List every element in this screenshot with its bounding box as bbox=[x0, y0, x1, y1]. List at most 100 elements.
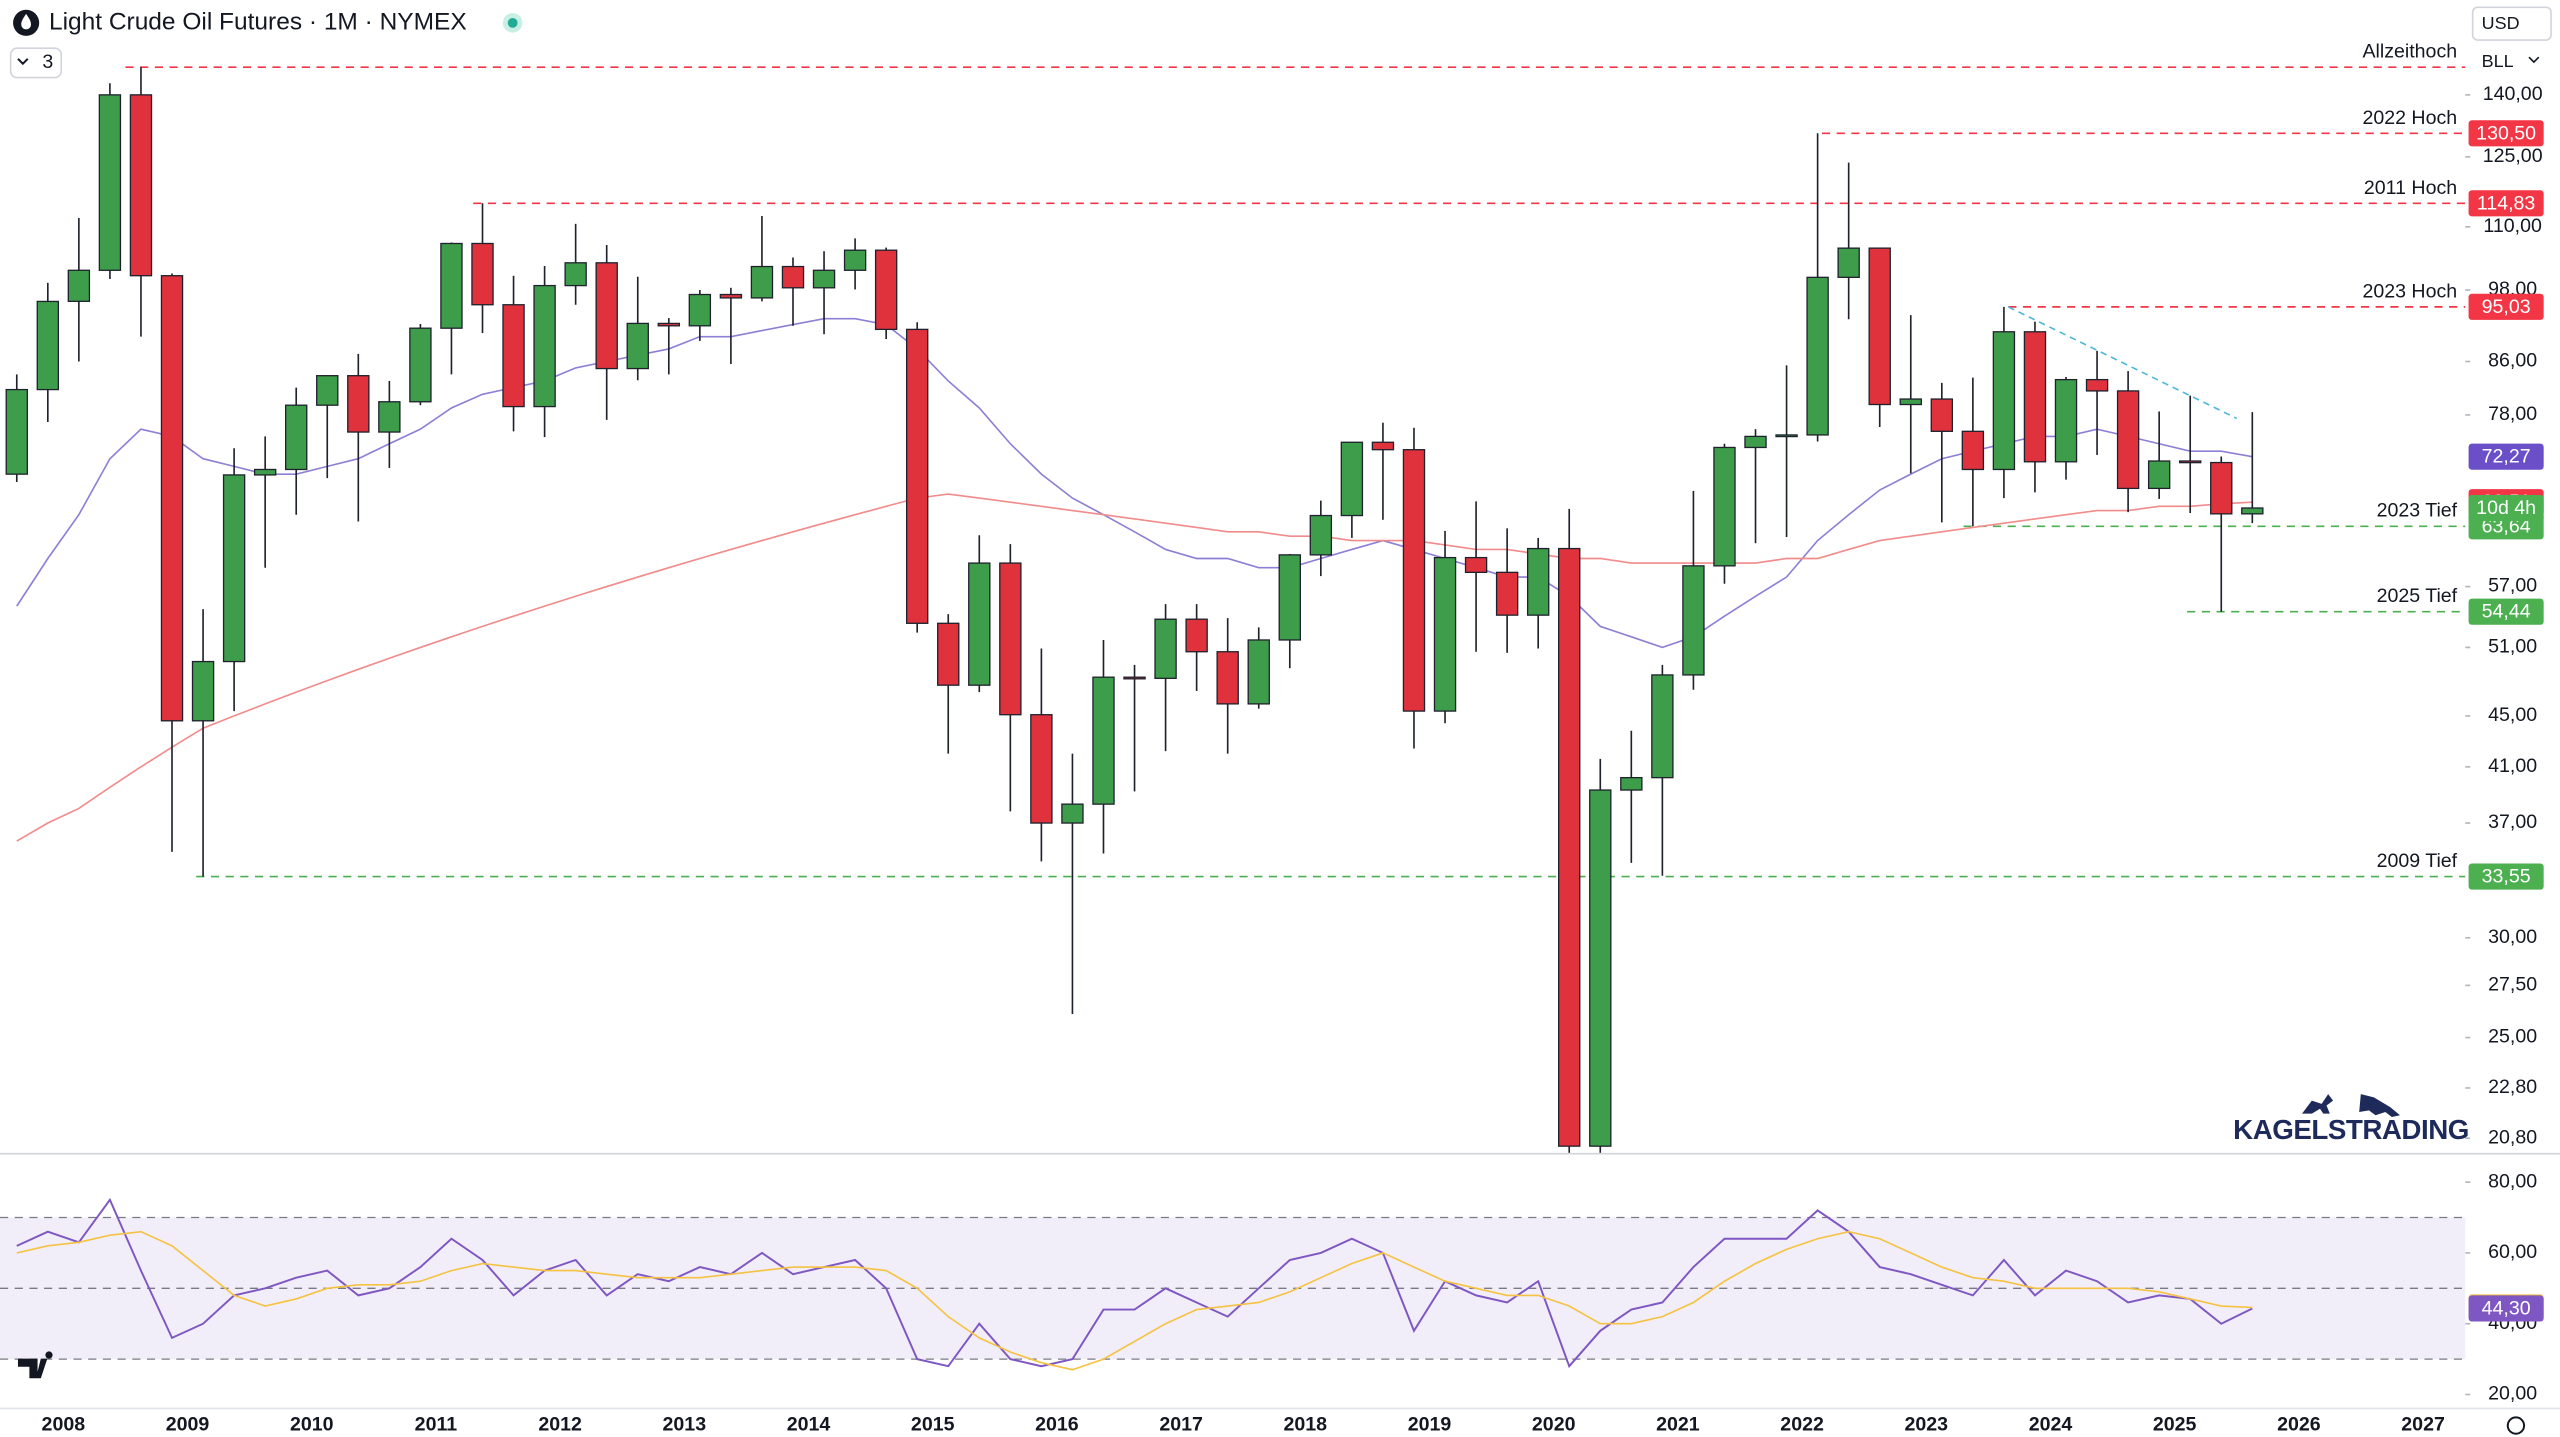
candle-body bbox=[1216, 651, 1239, 705]
candle-body bbox=[1247, 639, 1270, 705]
level-tag-label: 114,83 bbox=[2477, 192, 2536, 214]
y-tick-label: 20,00 bbox=[2488, 1383, 2537, 1405]
symbol-title: Light Crude Oil Futures · 1M · NYMEX bbox=[49, 8, 467, 35]
x-tick-label: 2022 bbox=[1780, 1414, 1824, 1436]
level-tag-box bbox=[2468, 120, 2544, 147]
level-tag-box bbox=[2468, 293, 2544, 320]
candle-body bbox=[2241, 507, 2264, 515]
logo-text: KAGELSTRADING bbox=[2233, 1114, 2469, 1145]
level-label: Allzeithoch bbox=[2362, 41, 2457, 63]
logo: KAGELSTRADING bbox=[2233, 1094, 2469, 1145]
price-tag-label: 10d 4h bbox=[2476, 497, 2536, 519]
y-tick-label: 78,00 bbox=[2488, 403, 2537, 425]
candle-body bbox=[502, 304, 525, 408]
candle-body bbox=[160, 275, 184, 722]
candle-body bbox=[67, 269, 91, 302]
candle-body bbox=[347, 375, 370, 433]
y-tick-label: 25,00 bbox=[2488, 1026, 2537, 1048]
y-tick-label: 22,80 bbox=[2488, 1076, 2537, 1098]
indicator-count: 3 bbox=[42, 51, 53, 73]
candle-body bbox=[378, 401, 401, 433]
candle-body bbox=[1744, 435, 1767, 449]
unit: BLL bbox=[2482, 51, 2514, 71]
x-tick-label: 2023 bbox=[1905, 1414, 1949, 1436]
candle-body bbox=[1651, 674, 1674, 779]
y-tick-label: 60,00 bbox=[2488, 1241, 2537, 1263]
price-tag-label: 72,27 bbox=[2482, 446, 2531, 468]
candle-body bbox=[999, 562, 1022, 716]
trendline bbox=[2007, 306, 2238, 420]
candle-body bbox=[98, 94, 122, 271]
header: Light Crude Oil Futures · 1M · NYMEX 3 U… bbox=[9, 6, 2552, 79]
currency: USD bbox=[2482, 13, 2520, 33]
candle-body bbox=[1837, 247, 1860, 278]
level-tag-label: 130,50 bbox=[2476, 122, 2536, 144]
price-tag-box bbox=[2468, 443, 2544, 470]
candle-body bbox=[284, 404, 308, 471]
candle-body bbox=[253, 468, 277, 476]
candle-body bbox=[1309, 514, 1333, 556]
candle-body bbox=[750, 265, 774, 299]
candle-body bbox=[688, 293, 712, 327]
x-tick-label: 2014 bbox=[787, 1414, 831, 1436]
candle-body bbox=[937, 622, 960, 686]
candle-body bbox=[533, 284, 556, 408]
candle-body bbox=[1185, 618, 1208, 653]
level-tag: 33,55 bbox=[2468, 863, 2544, 890]
tv-icon bbox=[17, 1351, 53, 1379]
x-tick-label: 2008 bbox=[42, 1414, 86, 1436]
y-tick-label: 27,50 bbox=[2488, 974, 2537, 996]
bear-icon bbox=[2359, 1094, 2400, 1117]
y-tick-label: 57,00 bbox=[2488, 575, 2537, 597]
candle-body bbox=[2147, 460, 2171, 490]
y-tick-label: 110,00 bbox=[2483, 215, 2542, 237]
candle-body bbox=[440, 242, 463, 329]
candle-body bbox=[2210, 461, 2233, 515]
market-status-dot bbox=[507, 17, 518, 28]
x-tick-label: 2012 bbox=[538, 1414, 582, 1436]
x-tick-label: 2015 bbox=[911, 1414, 955, 1436]
candle-body bbox=[316, 375, 339, 406]
candle-body bbox=[781, 265, 805, 289]
level-tag: 95,03 bbox=[2468, 293, 2544, 320]
candle-body bbox=[1495, 571, 1519, 616]
price-pane bbox=[5, 66, 2466, 1153]
candle-body bbox=[1402, 449, 1426, 712]
candle-body bbox=[1526, 547, 1550, 616]
level-label: 2023 Tief bbox=[2377, 500, 2458, 522]
indicator-toggle[interactable] bbox=[9, 47, 63, 79]
candle-body bbox=[191, 660, 215, 722]
currency-button[interactable] bbox=[2471, 6, 2552, 41]
y-tick-label: 125,00 bbox=[2483, 145, 2543, 167]
x-tick-label: 2013 bbox=[663, 1414, 707, 1436]
line-series bbox=[16, 493, 2253, 842]
chevron-icon bbox=[17, 58, 29, 66]
candle-body bbox=[1682, 565, 1705, 676]
x-tick-label: 2024 bbox=[2029, 1414, 2073, 1436]
axes: 140,00125,00110,0098,0086,0078,0057,0051… bbox=[42, 41, 2544, 1436]
bull-icon bbox=[2302, 1094, 2334, 1114]
x-tick-label: 2016 bbox=[1035, 1414, 1079, 1436]
candle-body bbox=[1713, 446, 1736, 567]
x-tick-label: 2021 bbox=[1656, 1414, 1700, 1436]
y-tick-label: 37,00 bbox=[2488, 811, 2537, 833]
candle-body bbox=[1061, 803, 1084, 824]
candle-body bbox=[409, 327, 432, 403]
candle-body bbox=[1278, 554, 1301, 641]
candle-body bbox=[1433, 556, 1457, 712]
candle-body bbox=[657, 322, 681, 327]
settings-button[interactable] bbox=[2506, 1416, 2526, 1435]
x-tick-label: 2019 bbox=[1408, 1414, 1452, 1436]
y-tick-label: 140,00 bbox=[2483, 83, 2543, 105]
candle-body bbox=[222, 474, 246, 663]
candle-body bbox=[564, 262, 587, 287]
candle-body bbox=[1154, 618, 1177, 679]
candle-body bbox=[874, 249, 898, 331]
level-tag-label: 33,55 bbox=[2482, 866, 2531, 888]
level-tag: 114,83 bbox=[2468, 190, 2544, 217]
candle-body bbox=[1589, 789, 1612, 1147]
tradingview-logo bbox=[17, 1351, 53, 1379]
level-label: 2022 Hoch bbox=[2362, 107, 2457, 129]
level-label: 2025 Tief bbox=[2377, 585, 2458, 607]
